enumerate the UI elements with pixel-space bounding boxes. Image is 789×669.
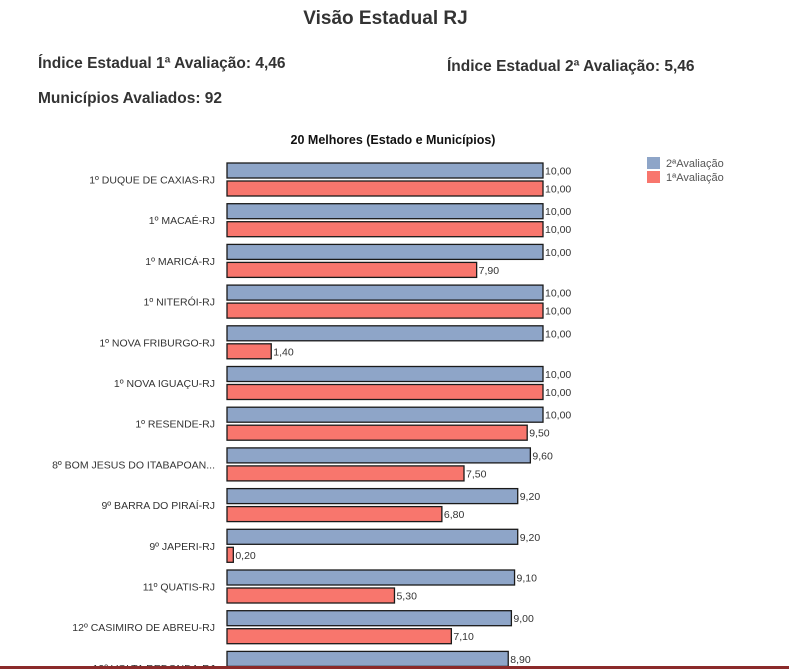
bar-1a-avaliacao xyxy=(226,383,544,401)
category-label: 13º VOLTA REDONDA-RJ xyxy=(93,663,215,669)
bar-2a-avaliacao xyxy=(226,610,513,627)
kpi-second-evaluation: Índice Estadual 2ª Avaliação: 5,46 xyxy=(447,58,695,75)
bar-value-label: 0,20 xyxy=(235,550,256,562)
chart-bars: 1º DUQUE DE CAXIAS-RJ 10,00 10,00 1º MACAÉ-… xyxy=(52,162,571,669)
bar-1a-avaliacao xyxy=(226,546,234,563)
chart-title: 20 Melhores (Estado e Municípios) xyxy=(291,133,496,147)
bar-value-label: 10,00 xyxy=(545,206,571,218)
legend-swatch-2a-avaliacao xyxy=(647,157,660,169)
footer-divider xyxy=(0,666,789,669)
bar-value-label: 9,20 xyxy=(520,491,541,503)
bar-value-label: 10,00 xyxy=(545,410,571,422)
bar-2a-avaliacao xyxy=(226,325,544,342)
bar-1a-avaliacao xyxy=(226,424,528,441)
bar-value-label: 10,00 xyxy=(545,224,571,236)
legend-swatch-1a-avaliacao xyxy=(647,171,660,183)
bar-value-label: 9,60 xyxy=(532,450,553,462)
bar-value-label: 5,30 xyxy=(396,591,417,603)
bar-value-label: 9,10 xyxy=(517,573,538,585)
page-title: Visão Estadual RJ xyxy=(303,8,468,29)
kpi-municipios-avaliados: Municípios Avaliados: 92 xyxy=(38,90,223,107)
bar-2a-avaliacao xyxy=(226,243,544,261)
bar-value-label: 7,90 xyxy=(479,265,500,277)
bar-1a-avaliacao xyxy=(226,465,465,482)
bar-2a-avaliacao xyxy=(226,528,519,545)
bar-chart: 20 Melhores (Estado e Municípios) 2ªAval… xyxy=(52,133,724,669)
category-label: 12º CASIMIRO DE ABREU-RJ xyxy=(72,622,215,634)
bar-value-label: 10,00 xyxy=(545,184,571,196)
category-label: 1º MARICÁ-RJ xyxy=(145,255,215,268)
category-label: 11º QUATIS-RJ xyxy=(143,582,215,594)
bar-value-label: 10,00 xyxy=(545,288,571,300)
bar-2a-avaliacao xyxy=(226,284,544,301)
bar-value-label: 10,00 xyxy=(545,166,571,178)
bar-1a-avaliacao xyxy=(226,587,396,604)
bar-1a-avaliacao xyxy=(226,505,443,523)
chart-legend: 2ªAvaliação 1ªAvaliação xyxy=(647,157,724,184)
bar-1a-avaliacao xyxy=(226,221,544,238)
bar-2a-avaliacao xyxy=(226,487,519,505)
bar-value-label: 7,10 xyxy=(453,631,474,643)
bar-value-label: 10,00 xyxy=(545,247,571,259)
category-label: 1º RESENDE-RJ xyxy=(135,419,215,431)
bar-2a-avaliacao xyxy=(226,162,544,179)
bar-value-label: 1,40 xyxy=(273,346,294,358)
category-label: 9º JAPERI-RJ xyxy=(149,541,215,553)
bar-value-label: 7,50 xyxy=(466,468,487,480)
category-label: 9º BARRA DO PIRAÍ-RJ xyxy=(101,499,215,512)
bar-value-label: 10,00 xyxy=(545,369,571,381)
bar-value-label: 9,20 xyxy=(520,532,541,544)
bar-value-label: 10,00 xyxy=(545,387,571,399)
legend-label-2a-avaliacao: 2ªAvaliação xyxy=(666,158,724,170)
bar-2a-avaliacao xyxy=(226,569,516,586)
category-label: 1º MACAÉ-RJ xyxy=(149,214,215,227)
bar-value-label: 10,00 xyxy=(545,328,571,340)
kpi-first-evaluation: Índice Estadual 1ª Avaliação: 4,46 xyxy=(38,55,286,72)
bar-value-label: 6,80 xyxy=(444,509,465,521)
category-label: 8º BOM JESUS DO ITABAPOAN... xyxy=(52,459,215,471)
bar-value-label: 9,50 xyxy=(529,428,550,440)
bar-2a-avaliacao xyxy=(226,203,544,220)
bar-value-label: 8,90 xyxy=(510,654,531,666)
category-label: 1º NOVA FRIBURGO-RJ xyxy=(99,337,215,349)
bar-2a-avaliacao xyxy=(226,406,544,423)
category-label: 1º DUQUE DE CAXIAS-RJ xyxy=(89,175,215,187)
bar-1a-avaliacao xyxy=(226,343,272,360)
bar-2a-avaliacao xyxy=(226,650,509,668)
bar-1a-avaliacao xyxy=(226,302,544,319)
bar-1a-avaliacao xyxy=(226,180,544,197)
legend-label-1a-avaliacao: 1ªAvaliação xyxy=(666,172,724,184)
bar-value-label: 10,00 xyxy=(545,306,571,318)
category-label: 1º NITERÓI-RJ xyxy=(143,296,215,309)
bar-value-label: 9,00 xyxy=(513,613,534,625)
bar-1a-avaliacao xyxy=(226,261,478,279)
bar-1a-avaliacao xyxy=(226,628,453,645)
category-label: 1º NOVA IGUAÇU-RJ xyxy=(114,378,215,390)
bar-2a-avaliacao xyxy=(226,365,544,383)
bar-2a-avaliacao xyxy=(226,447,532,464)
